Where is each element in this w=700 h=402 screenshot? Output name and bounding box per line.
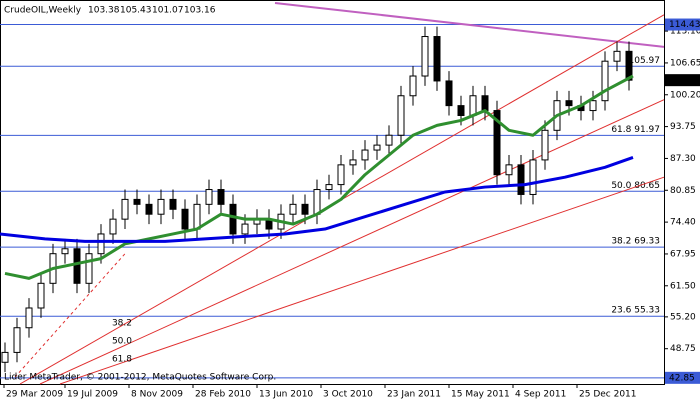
y-tick-label: 93.75 <box>670 122 696 132</box>
x-tick-label: 19 Jul 2009 <box>67 390 118 400</box>
candle-body <box>529 159 537 195</box>
candle-body <box>601 60 609 102</box>
y-tick-label: 61.50 <box>670 281 696 291</box>
y-tick-label: 106.65 <box>670 58 700 68</box>
header-high: 105.43 <box>120 6 152 16</box>
candle-body <box>409 75 417 97</box>
trendline <box>274 1 665 48</box>
candle-body <box>97 233 105 255</box>
x-tick-label: 13 Jun 2010 <box>259 390 313 400</box>
x-tick-label: 23 Jan 2011 <box>387 390 441 400</box>
moving-average <box>4 74 634 280</box>
candle-body <box>73 248 81 284</box>
y-tick-label: 67.95 <box>670 249 696 259</box>
fib-price-box <box>665 371 700 384</box>
candle-body <box>145 203 153 215</box>
candle-body <box>493 110 501 176</box>
trendline <box>59 176 665 385</box>
fan-label: 38.2 <box>112 319 132 329</box>
candle-body <box>613 50 621 62</box>
fib-label: 38.2 69.33 <box>611 237 660 247</box>
candle-body <box>301 203 309 215</box>
x-tick-label: 25 Dec 2011 <box>579 390 637 400</box>
fib-label: 61.8 91.97 <box>611 125 660 135</box>
x-tick-label: 15 May 2011 <box>451 390 510 400</box>
candle-body <box>241 223 249 235</box>
candle-body <box>361 149 369 161</box>
candle-body <box>325 184 333 191</box>
candle-body <box>397 95 405 136</box>
candle-body <box>133 198 141 205</box>
y-tick-label: 80.85 <box>670 186 696 196</box>
candle-body <box>469 95 477 116</box>
candle-body <box>169 198 177 210</box>
candle-body <box>349 159 357 166</box>
candle-body <box>85 253 93 284</box>
fan-label: 50.0 <box>112 337 132 347</box>
y-tick-label: 113.10 <box>670 27 700 37</box>
last-price-box <box>665 74 700 87</box>
candle-body <box>13 327 21 353</box>
header-close: 103.16 <box>184 6 216 16</box>
fib-label: 114.43 <box>669 20 700 30</box>
fib-label: 23.6 55.33 <box>611 306 660 316</box>
candle-body <box>433 36 441 82</box>
x-tick-label: 4 Sep 2011 <box>515 390 566 400</box>
candle-body <box>457 105 465 116</box>
candle-body <box>109 218 117 235</box>
x-tick-label: 8 Nov 2009 <box>131 390 183 400</box>
moving-average <box>0 156 634 243</box>
candle-body <box>505 164 513 176</box>
chart-title: CrudeOIL,Weekly <box>4 6 82 16</box>
x-tick-label: 3 Oct 2010 <box>323 390 373 400</box>
candle-body <box>157 198 165 215</box>
candle-body <box>289 203 297 215</box>
y-tick-label: 48.75 <box>670 344 696 354</box>
candle-body <box>25 307 33 329</box>
plot-frame <box>0 0 665 385</box>
footer: Lider MetaTrader, © 2001-2012, MetaQuote… <box>4 373 276 383</box>
candle-body <box>37 282 45 309</box>
y-tick-label: 87.30 <box>670 154 696 164</box>
header-open: 103.38 <box>88 6 120 16</box>
y-tick-label: 55.20 <box>670 312 696 322</box>
y-tick-label: 74.40 <box>670 218 696 228</box>
fib-label: 50.0 80.65 <box>611 181 660 191</box>
candle-body <box>229 203 237 235</box>
candle-body <box>625 50 633 81</box>
candle-body <box>205 189 213 205</box>
fan-label: 61.8 <box>112 355 132 365</box>
x-tick-label: 29 Mar 2009 <box>6 390 63 400</box>
candle-body <box>61 248 69 255</box>
candle-body <box>517 164 525 195</box>
trendline <box>39 99 665 385</box>
candle-body <box>481 95 489 112</box>
plot: 105.97 61.8 91.97 50.0 80.65 38.2 69.33 23.6… <box>0 1 665 385</box>
candle-body <box>445 80 453 107</box>
candle-body <box>589 100 597 112</box>
candle-body <box>193 203 201 230</box>
fib-label: 105.97 <box>629 56 661 66</box>
candle-body <box>565 100 573 107</box>
candle-body <box>421 36 429 77</box>
candle-body <box>217 189 225 205</box>
candle-body <box>121 198 129 220</box>
fib-label: 42.85 <box>669 373 695 383</box>
last-price: 103.16 <box>669 76 700 86</box>
candle-body <box>181 208 189 230</box>
x-tick-label: 28 Feb 2010 <box>195 390 251 400</box>
candle-body <box>385 134 393 146</box>
candle-body <box>337 164 345 186</box>
y-tick-label: 100.20 <box>670 90 700 100</box>
candle-body <box>1 351 9 363</box>
candle-body <box>541 129 549 161</box>
candle-body <box>373 144 381 151</box>
fib-price-box <box>665 18 700 31</box>
candle-body <box>313 189 321 215</box>
header-low: 101.07 <box>152 6 184 16</box>
